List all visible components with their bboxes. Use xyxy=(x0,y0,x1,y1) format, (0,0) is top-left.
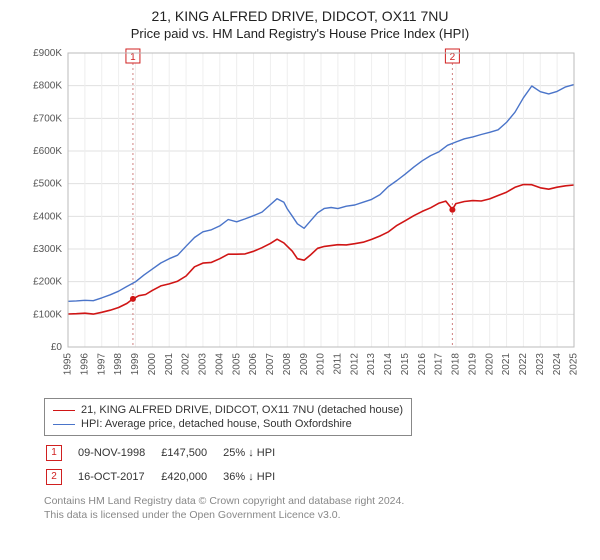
chart-title-address: 21, KING ALFRED DRIVE, DIDCOT, OX11 7NU xyxy=(10,8,590,24)
chart-container: 21, KING ALFRED DRIVE, DIDCOT, OX11 7NU … xyxy=(0,0,600,532)
svg-text:1995: 1995 xyxy=(63,353,74,376)
svg-text:£600K: £600K xyxy=(33,146,62,157)
svg-text:1999: 1999 xyxy=(130,353,141,376)
legend-row: 21, KING ALFRED DRIVE, DIDCOT, OX11 7NU … xyxy=(53,403,403,417)
svg-text:£500K: £500K xyxy=(33,179,62,190)
plot-area: £0 £100K £200K £300K £400K £500K £600K £700K £80… xyxy=(20,47,580,392)
svg-text:2004: 2004 xyxy=(214,353,225,376)
legend-label: HPI: Average price, detached house, Sout… xyxy=(81,418,352,430)
svg-text:£0: £0 xyxy=(51,342,63,353)
event-date: 16-OCT-2017 xyxy=(78,466,159,488)
svg-text:1998: 1998 xyxy=(113,353,124,376)
footnote-line2: This data is licensed under the Open Gov… xyxy=(44,508,580,522)
legend-swatch xyxy=(53,410,75,411)
svg-text:2006: 2006 xyxy=(248,353,259,376)
svg-text:£900K: £900K xyxy=(33,48,62,59)
svg-text:2016: 2016 xyxy=(417,353,428,376)
svg-text:2023: 2023 xyxy=(535,353,546,376)
svg-text:1996: 1996 xyxy=(80,353,91,376)
svg-text:1: 1 xyxy=(130,52,136,63)
event-delta: 25% ↓ HPI xyxy=(223,442,289,464)
event-price: £147,500 xyxy=(161,442,221,464)
legend-swatch xyxy=(53,424,75,425)
event-badge: 1 xyxy=(46,445,62,461)
svg-text:£300K: £300K xyxy=(33,244,62,255)
legend-row: HPI: Average price, detached house, Sout… xyxy=(53,417,403,431)
svg-text:1997: 1997 xyxy=(96,353,107,376)
svg-text:2009: 2009 xyxy=(299,353,310,376)
svg-text:2024: 2024 xyxy=(552,353,563,376)
sale-events-table: 1 09-NOV-1998£147,50025% ↓ HPI 2 16-OCT-201… xyxy=(44,440,291,490)
plot-svg: £0 £100K £200K £300K £400K £500K £600K £700K £80… xyxy=(20,47,580,392)
svg-text:2025: 2025 xyxy=(569,353,580,376)
svg-text:2001: 2001 xyxy=(164,353,175,376)
svg-text:£700K: £700K xyxy=(33,113,62,124)
svg-text:2: 2 xyxy=(450,52,456,63)
svg-text:£100K: £100K xyxy=(33,309,62,320)
chart-title-subtitle: Price paid vs. HM Land Registry's House … xyxy=(10,26,590,41)
svg-text:£800K: £800K xyxy=(33,81,62,92)
svg-text:2012: 2012 xyxy=(349,353,360,376)
event-date: 09-NOV-1998 xyxy=(78,442,159,464)
svg-text:£200K: £200K xyxy=(33,277,62,288)
svg-text:2002: 2002 xyxy=(181,353,192,376)
footnote-line1: Contains HM Land Registry data © Crown c… xyxy=(44,494,580,508)
legend: 21, KING ALFRED DRIVE, DIDCOT, OX11 7NU … xyxy=(44,398,412,436)
svg-text:2019: 2019 xyxy=(467,353,478,376)
svg-text:2011: 2011 xyxy=(333,353,344,375)
svg-text:2021: 2021 xyxy=(501,353,512,376)
svg-text:£400K: £400K xyxy=(33,211,62,222)
legend-label: 21, KING ALFRED DRIVE, DIDCOT, OX11 7NU … xyxy=(81,404,403,416)
svg-text:2014: 2014 xyxy=(383,353,394,376)
svg-text:2003: 2003 xyxy=(198,353,209,376)
svg-text:2017: 2017 xyxy=(434,353,445,376)
svg-text:2013: 2013 xyxy=(366,353,377,376)
svg-text:2007: 2007 xyxy=(265,353,276,376)
event-price: £420,000 xyxy=(161,466,221,488)
sale-event-row: 1 09-NOV-1998£147,50025% ↓ HPI xyxy=(46,442,289,464)
svg-text:2020: 2020 xyxy=(484,353,495,376)
svg-text:2000: 2000 xyxy=(147,353,158,376)
footnote: Contains HM Land Registry data © Crown c… xyxy=(44,494,580,522)
svg-text:2018: 2018 xyxy=(451,353,462,376)
svg-text:2015: 2015 xyxy=(400,353,411,376)
svg-text:2005: 2005 xyxy=(231,353,242,376)
svg-text:2022: 2022 xyxy=(518,353,529,376)
svg-text:2008: 2008 xyxy=(282,353,293,376)
sale-event-row: 2 16-OCT-2017£420,00036% ↓ HPI xyxy=(46,466,289,488)
event-badge: 2 xyxy=(46,469,62,485)
event-delta: 36% ↓ HPI xyxy=(223,466,289,488)
svg-text:2010: 2010 xyxy=(316,353,327,376)
